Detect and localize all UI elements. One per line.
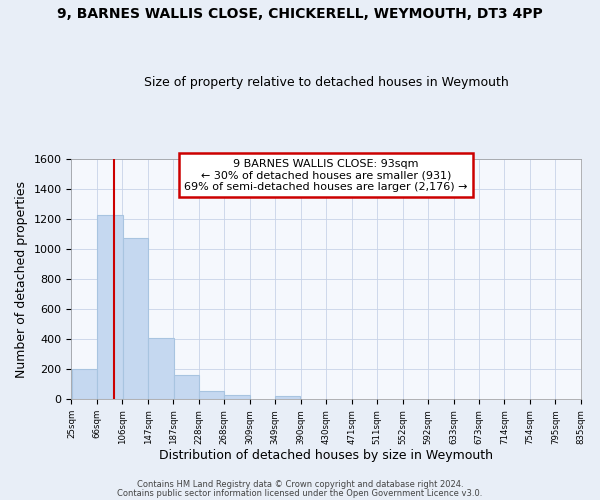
Bar [275,396,301,400]
X-axis label: Distribution of detached houses by size in Weymouth: Distribution of detached houses by size … [159,450,493,462]
Bar [122,238,148,400]
Text: 9 BARNES WALLIS CLOSE: 93sqm
← 30% of detached houses are smaller (931)
69% of s: 9 BARNES WALLIS CLOSE: 93sqm ← 30% of de… [184,158,468,192]
Bar [97,215,122,400]
Text: 9, BARNES WALLIS CLOSE, CHICKERELL, WEYMOUTH, DT3 4PP: 9, BARNES WALLIS CLOSE, CHICKERELL, WEYM… [57,8,543,22]
Text: Contains public sector information licensed under the Open Government Licence v3: Contains public sector information licen… [118,488,482,498]
Y-axis label: Number of detached properties: Number of detached properties [15,180,28,378]
Bar [224,395,250,400]
Bar [173,376,199,400]
Bar [72,368,97,400]
Text: Contains HM Land Registry data © Crown copyright and database right 2024.: Contains HM Land Registry data © Crown c… [137,480,463,489]
Bar [148,338,173,400]
Title: Size of property relative to detached houses in Weymouth: Size of property relative to detached ho… [143,76,508,90]
Bar [199,391,224,400]
